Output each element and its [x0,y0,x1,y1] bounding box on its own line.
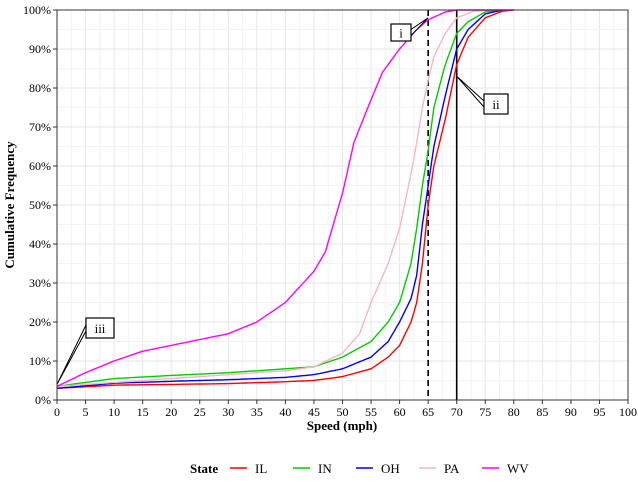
legend-title: State [190,461,218,476]
annotation-box [483,93,509,115]
x-tick-label: 30 [222,405,234,419]
x-tick-label: 25 [194,405,206,419]
y-tick-label: 0% [35,393,51,407]
y-tick-label: 50% [29,198,51,212]
annotation-box [85,317,115,339]
series-line-WV [56,9,514,388]
x-tick-label: 20 [165,405,177,419]
y-tick-label: 90% [29,42,51,56]
legend-label-IL: IL [255,461,267,476]
series-line-PA [56,9,492,388]
x-axis-label: Speed (mph) [307,418,377,433]
y-tick-label: 30% [29,276,51,290]
x-tick-label: 40 [279,405,291,419]
x-tick-label: 85 [536,405,548,419]
x-tick-label: 50 [337,405,349,419]
series-line-IN [56,9,503,388]
x-tick-label: 100 [619,405,637,419]
annotation-label: iii [95,321,106,336]
x-tick-label: 95 [593,405,605,419]
x-tick-label: 75 [479,405,491,419]
x-tick-label: 35 [251,405,263,419]
y-tick-label: 80% [29,81,51,95]
legend-label-IN: IN [318,461,332,476]
legend-label-WV: WV [507,461,529,476]
x-tick-label: 70 [451,405,463,419]
x-tick-label: 15 [137,405,149,419]
grid [56,9,629,401]
x-tick-label: 5 [83,405,89,419]
legend-label-OH: OH [381,461,400,476]
x-tick-label: 80 [508,405,520,419]
annotation-label: i [399,26,403,41]
y-axis-label: Cumulative Frequency [2,141,17,269]
annotation-label: ii [492,97,500,112]
series-line-OH [56,9,503,389]
x-tick-label: 55 [365,405,377,419]
y-tick-label: 60% [29,159,51,173]
y-axis-ticks: 0% 10% 20% 30% 40% 50% 60% 70% 80% 90% 100% [23,3,57,407]
y-tick-label: 70% [29,120,51,134]
x-tick-label: 0 [54,405,60,419]
y-tick-label: 10% [29,354,51,368]
annotation-pointer [456,75,485,109]
x-tick-label: 90 [565,405,577,419]
series-lines [56,9,514,389]
y-tick-label: 20% [29,315,51,329]
y-tick-label: 40% [29,237,51,251]
legend-label-PA: PA [444,461,460,476]
x-tick-label: 10 [108,405,120,419]
x-tick-label: 45 [308,405,320,419]
series-line-IL [56,9,514,389]
x-axis-ticks: 0 5 10 15 20 25 30 35 40 45 50 55 60 65 70 75 80 85 90 95 10… [54,400,637,419]
annotation-box [390,23,412,42]
x-tick-label: 60 [394,405,406,419]
y-tick-label: 100% [23,3,51,17]
legend: State IL IN OH PA WV [190,461,529,476]
x-tick-label: 65 [422,405,434,419]
